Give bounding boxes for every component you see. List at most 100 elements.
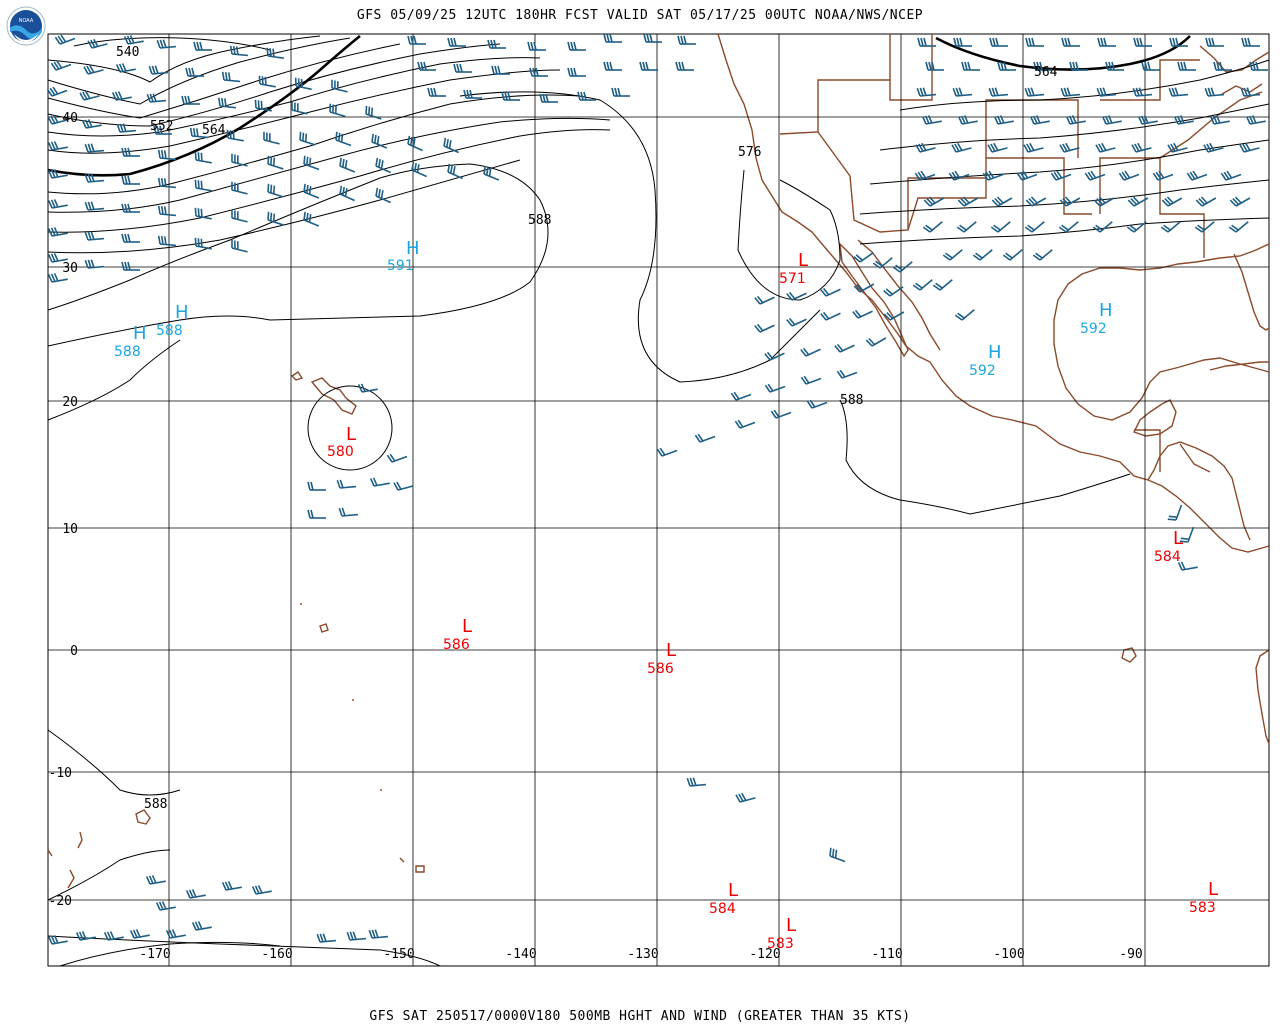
wind-barb-icon <box>883 286 904 297</box>
wind-barb-icon <box>577 91 596 101</box>
contour-label-576: 576 <box>738 145 761 160</box>
wind-barb-icon <box>829 847 846 863</box>
wind-barb-icon <box>1203 142 1224 153</box>
wind-barb-icon <box>1002 249 1023 261</box>
wind-barb-icon <box>954 309 975 321</box>
wind-barb-icon <box>453 63 472 73</box>
wind-barb-icon <box>853 283 875 293</box>
wind-barb-icon <box>153 125 172 135</box>
wind-barb-icon <box>331 79 348 93</box>
high-value: 588 <box>114 344 141 360</box>
wind-barb-icon <box>836 369 858 379</box>
wind-barb-icon <box>487 39 506 49</box>
wind-barb-icon <box>338 507 359 517</box>
wind-barb-icon <box>335 131 352 147</box>
lat-labels: 40 30 20 10 0 -10 -20 <box>49 111 78 909</box>
contour-label-540: 540 <box>116 45 139 60</box>
wind-barb-icon <box>1059 142 1080 153</box>
low-letter: L <box>728 880 738 901</box>
wind-barb-icon <box>1093 196 1115 207</box>
wind-barb-icon <box>914 170 936 181</box>
wind-barb-icon <box>786 291 807 301</box>
wind-barb-icon <box>1141 61 1160 71</box>
high-value: 588 <box>156 323 183 339</box>
wind-barb-icon <box>953 37 972 47</box>
wind-barb-icon <box>155 901 176 911</box>
wind-barb-icon <box>1241 37 1260 47</box>
wind-barb-icon <box>116 123 137 133</box>
low-letter: L <box>462 616 472 637</box>
wind-barb-icon <box>734 419 756 429</box>
wind-barb-icon <box>611 87 630 97</box>
wind-barbs <box>46 33 1268 945</box>
wind-barb-icon <box>1228 221 1249 233</box>
wind-barb-icon <box>47 227 68 237</box>
wind-barb-icon <box>303 211 320 227</box>
wind-barb-icon <box>194 151 212 164</box>
noaa-logo: NOAA <box>6 6 46 46</box>
low-value: 584 <box>1154 549 1181 565</box>
wind-barb-icon <box>84 259 105 269</box>
wind-barb-icon <box>1213 61 1232 71</box>
wind-barb-icon <box>1084 170 1106 181</box>
wind-barb-icon <box>157 205 177 217</box>
contour-label-564-west: 564 <box>202 123 226 138</box>
chart-title: GFS 05/09/25 12UTC 180HR FCST VALID SAT … <box>356 8 924 23</box>
wind-barb-icon <box>916 87 937 97</box>
wind-barb-icon <box>922 221 943 233</box>
wind-barb-icon <box>1050 170 1072 181</box>
wind-barb-icon <box>1059 196 1081 207</box>
wind-barb-icon <box>1173 115 1194 125</box>
wind-barb-icon <box>1025 196 1047 207</box>
wind-barb-icon <box>694 433 716 443</box>
wind-barb-icon <box>1092 221 1113 233</box>
wind-barb-icon <box>193 41 212 51</box>
wind-barb-icon <box>1024 221 1045 233</box>
wind-barb-icon <box>800 375 822 385</box>
wind-barb-icon <box>443 137 459 154</box>
wind-barb-icon <box>923 196 945 207</box>
lat-label: -20 <box>49 894 72 909</box>
wind-barb-icon <box>229 45 249 57</box>
wind-barb-icon <box>357 383 378 393</box>
wind-barb-icon <box>1065 115 1086 125</box>
wind-barb-icon <box>948 170 970 181</box>
high-value: 592 <box>1080 321 1107 337</box>
wind-barb-icon <box>988 87 1009 97</box>
wind-barb-icon <box>47 935 68 945</box>
wind-barb-icon <box>303 183 320 199</box>
wind-barb-icon <box>1209 115 1230 125</box>
wind-barb-icon <box>764 383 786 393</box>
wind-barb-icon <box>957 196 979 207</box>
wind-barb-icon <box>1131 142 1152 153</box>
wind-barb-icon <box>1095 142 1116 153</box>
wind-barb-icon <box>231 239 248 253</box>
wind-barb-icon <box>121 203 140 213</box>
wind-barb-icon <box>1132 87 1153 97</box>
wind-barb-icon <box>251 885 272 895</box>
wind-barb-icon <box>806 399 828 409</box>
wind-barb-icon <box>83 64 104 75</box>
high-letter: H <box>988 342 1002 363</box>
wind-barb-icon <box>157 235 177 247</box>
wind-barb-icon <box>1126 221 1147 233</box>
low-letter: L <box>786 915 796 936</box>
wind-barb-icon <box>770 409 792 419</box>
high-centers: H 591 H 588 H 588 H 592 H 592 <box>114 238 1113 379</box>
lat-label: 40 <box>62 111 78 126</box>
high-letter: H <box>1099 300 1113 321</box>
high-letter: H <box>406 238 420 259</box>
wind-barb-icon <box>447 37 466 47</box>
wind-barb-icon <box>191 921 212 931</box>
wind-barb-icon <box>754 323 775 333</box>
wind-barb-icon <box>1220 170 1242 181</box>
wind-barb-icon <box>1032 249 1053 261</box>
wind-barb-icon <box>951 142 972 153</box>
wind-barb-icon <box>1177 561 1198 571</box>
low-value: 584 <box>709 901 736 917</box>
high-value: 591 <box>387 258 414 274</box>
wind-barb-icon <box>346 931 367 941</box>
wind-barb-icon <box>103 931 124 941</box>
wind-barb-icon <box>991 196 1013 207</box>
low-letter: L <box>798 250 808 271</box>
